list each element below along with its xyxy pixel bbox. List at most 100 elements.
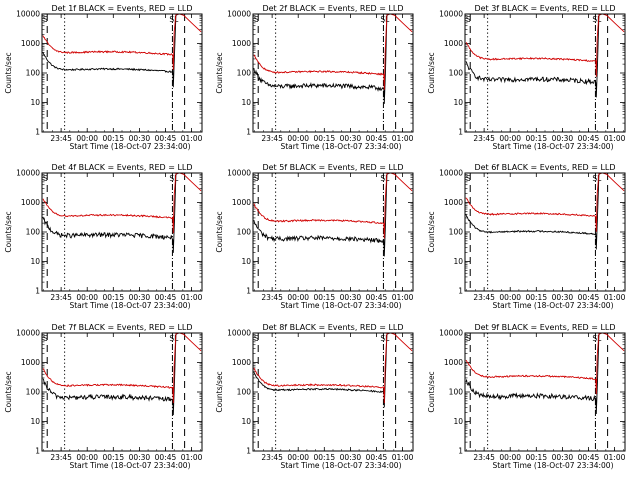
series-lld-line <box>465 14 625 77</box>
x-tick-label: 01:00 <box>604 293 626 302</box>
plot-frame <box>464 332 626 452</box>
x-tick-label: 00:15 <box>313 293 335 302</box>
marker-label-start: S <box>466 15 471 24</box>
y-axis-label: Counts/sec <box>427 52 436 93</box>
marker-label-end: SL <box>380 174 390 183</box>
x-tick-label: 00:30 <box>340 293 362 302</box>
panel-det-6: Det 6f BLACK = Events, RED = LLD Counts/s… <box>427 163 626 310</box>
series-events-line <box>253 173 390 257</box>
x-tick-label: 01:00 <box>604 134 626 143</box>
y-tick-label: 100 <box>26 69 41 78</box>
x-tick-label: 23:45 <box>50 293 72 302</box>
y-tick-label: 1 <box>35 287 40 296</box>
x-tick-label: 00:30 <box>552 453 574 462</box>
x-tick-label: 23:45 <box>261 453 283 462</box>
x-tick-label: 00:30 <box>340 453 362 462</box>
y-tick-label: 10 <box>241 98 251 107</box>
y-axis-label: Counts/sec <box>215 52 224 93</box>
panel-det-7: Det 7f BLACK = Events, RED = LLD Counts/s… <box>4 323 203 470</box>
series-lld-line <box>42 14 202 71</box>
y-tick-label: 1 <box>35 447 40 456</box>
x-tick-label: 00:45 <box>366 293 388 302</box>
panel-title: Det 1f BLACK = Events, RED = LLD <box>51 4 192 13</box>
y-axis-label: Counts/sec <box>4 211 13 252</box>
panel-title: Det 6f BLACK = Events, RED = LLD <box>474 163 615 172</box>
y-tick-label: 10000 <box>439 169 463 178</box>
y-tick-label: 1 <box>458 447 463 456</box>
marker-label-end: SL <box>380 15 390 24</box>
panel-det-4: Det 4f BLACK = Events, RED = LLD Counts/s… <box>4 163 203 310</box>
y-tick-label: 100 <box>449 388 464 397</box>
y-tick-label: 1000 <box>444 358 463 367</box>
x-tick-label: 00:00 <box>499 293 521 302</box>
series-events-line <box>42 14 179 88</box>
y-tick-label: 100 <box>237 388 252 397</box>
x-tick-label: 01:00 <box>604 453 626 462</box>
x-axis-label: Start Time (18-Oct-07 23:34:00) <box>280 301 401 310</box>
marker-label-start: S <box>43 174 48 183</box>
series-lld-line <box>253 14 413 90</box>
panel-det-3: Det 3f BLACK = Events, RED = LLD Counts/s… <box>427 4 626 151</box>
plot-frame <box>252 13 414 133</box>
marker-label-end: SL <box>592 15 602 24</box>
y-tick-label: 1000 <box>21 358 40 367</box>
marker-label-end: SL <box>169 174 179 183</box>
x-tick-label: 00:15 <box>102 134 124 143</box>
marker-label-start: S <box>254 15 259 24</box>
x-axis-label: Start Time (18-Oct-07 23:34:00) <box>69 301 190 310</box>
y-tick-label: 1 <box>246 287 251 296</box>
series-lld-line <box>465 333 625 395</box>
y-axis-label: Counts/sec <box>427 371 436 412</box>
y-axis-label: Counts/sec <box>215 371 224 412</box>
panel-title: Det 7f BLACK = Events, RED = LLD <box>51 323 192 332</box>
plot-frame <box>41 172 203 292</box>
x-tick-label: 00:00 <box>499 453 521 462</box>
plot-frame <box>41 332 203 452</box>
y-tick-label: 1000 <box>232 358 251 367</box>
x-tick-label: 00:45 <box>578 134 600 143</box>
panel-title: Det 8f BLACK = Events, RED = LLD <box>262 323 403 332</box>
y-tick-label: 1 <box>35 128 40 137</box>
marker-label-end: SL <box>169 334 179 343</box>
panel-title: Det 3f BLACK = Events, RED = LLD <box>474 4 615 13</box>
series-lld-line <box>253 333 413 404</box>
y-tick-label: 1000 <box>232 39 251 48</box>
plot-frame <box>41 13 203 133</box>
x-tick-label: 00:45 <box>155 293 177 302</box>
marker-label-start: S <box>43 334 48 343</box>
x-axis-label: Start Time (18-Oct-07 23:34:00) <box>69 142 190 151</box>
y-tick-label: 100 <box>26 228 41 237</box>
y-tick-label: 10 <box>241 257 251 266</box>
y-tick-label: 1 <box>458 287 463 296</box>
x-axis-label: Start Time (18-Oct-07 23:34:00) <box>280 461 401 470</box>
marker-label-start: S <box>254 174 259 183</box>
y-tick-label: 100 <box>237 228 252 237</box>
x-tick-label: 23:45 <box>50 453 72 462</box>
marker-label-start: S <box>466 174 471 183</box>
x-tick-label: 00:00 <box>287 134 309 143</box>
x-tick-label: 00:15 <box>102 453 124 462</box>
marker-label-start: S <box>43 15 48 24</box>
panel-title: Det 4f BLACK = Events, RED = LLD <box>51 163 192 172</box>
x-tick-label: 01:00 <box>392 453 414 462</box>
x-tick-label: 00:00 <box>76 293 98 302</box>
x-tick-label: 01:00 <box>181 134 203 143</box>
y-tick-label: 1000 <box>21 39 40 48</box>
x-tick-label: 23:45 <box>473 293 495 302</box>
x-tick-label: 00:00 <box>287 293 309 302</box>
y-tick-label: 10000 <box>439 10 463 19</box>
x-tick-label: 00:00 <box>76 134 98 143</box>
x-tick-label: 00:15 <box>525 134 547 143</box>
x-tick-label: 00:30 <box>552 134 574 143</box>
y-tick-label: 10000 <box>227 329 251 338</box>
plot-frame <box>252 332 414 452</box>
y-axis-label: Counts/sec <box>215 211 224 252</box>
x-tick-label: 01:00 <box>392 293 414 302</box>
marker-label-start: S <box>254 334 259 343</box>
series-lld-line <box>465 173 625 232</box>
x-tick-label: 00:30 <box>340 134 362 143</box>
series-lld-line <box>42 333 202 404</box>
panel-det-1: Det 1f BLACK = Events, RED = LLD Counts/s… <box>4 4 203 151</box>
x-tick-label: 23:45 <box>473 453 495 462</box>
y-tick-label: 10 <box>30 257 40 266</box>
